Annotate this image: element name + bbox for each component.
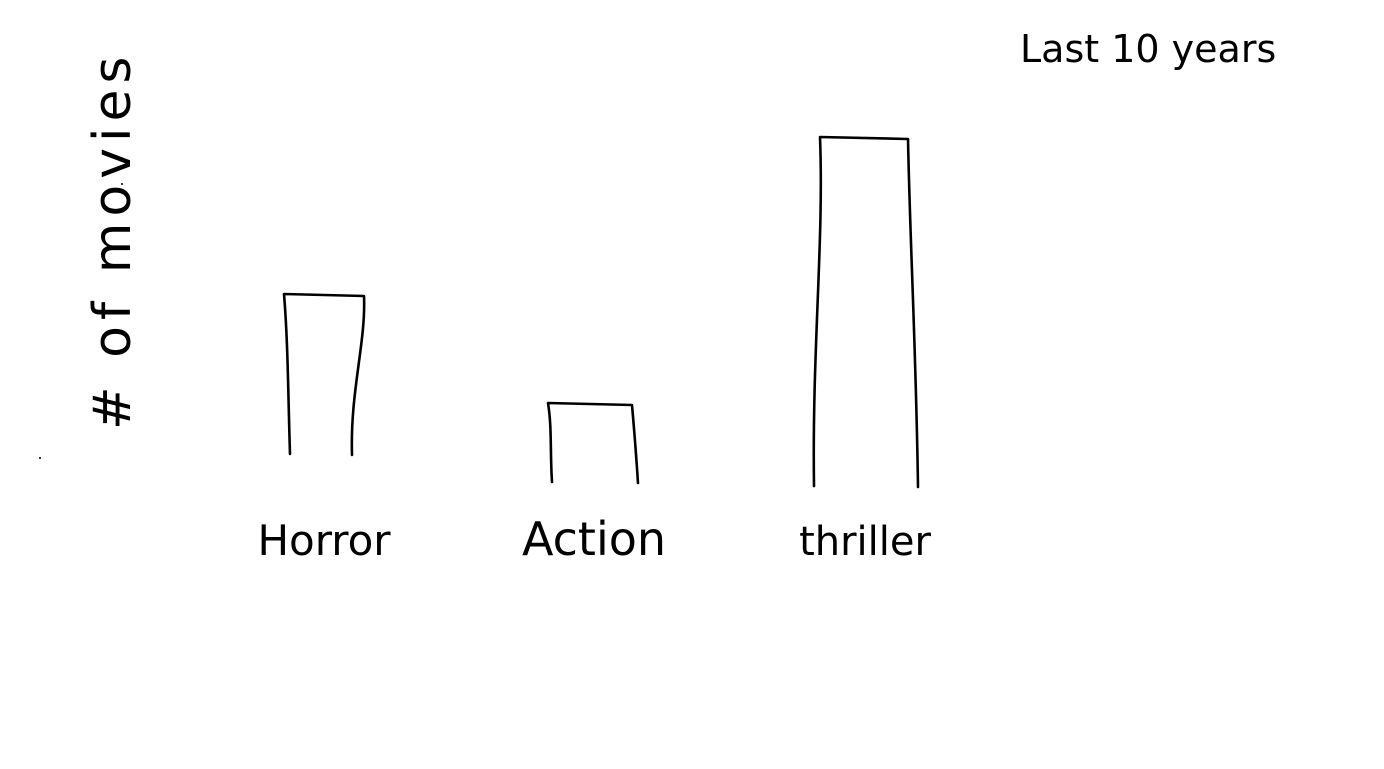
x-tick-label: Horror bbox=[257, 516, 391, 565]
stray-mark bbox=[121, 183, 123, 185]
y-axis-line bbox=[230, 28, 237, 455]
x-tick-labels: Horror Action thriller bbox=[257, 512, 931, 566]
bars-group bbox=[282, 135, 920, 489]
x-axis-line bbox=[228, 454, 988, 488]
bar-action bbox=[546, 401, 640, 485]
stray-mark bbox=[39, 457, 41, 459]
chart-title: Last 10 years bbox=[1020, 27, 1276, 71]
bar-thriller bbox=[812, 135, 920, 489]
bar-horror bbox=[282, 292, 366, 457]
y-axis-label: # of movies bbox=[83, 50, 143, 430]
x-tick-label: Action bbox=[522, 512, 666, 566]
x-tick-label: thriller bbox=[799, 519, 931, 565]
